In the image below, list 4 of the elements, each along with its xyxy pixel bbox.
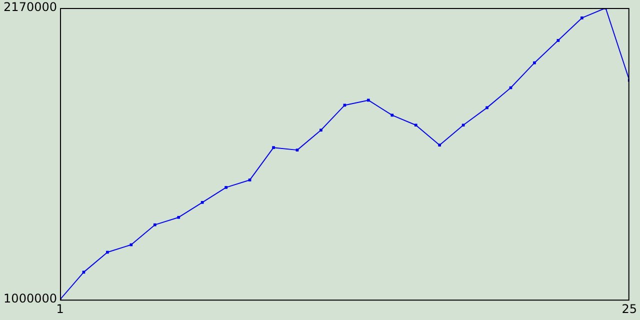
x-tick-label: 1 [56,302,64,316]
y-tick-label: 2170000 [4,0,57,14]
y-tick-label: 1000000 [4,292,57,306]
x-tick-label: 25 [622,302,638,316]
